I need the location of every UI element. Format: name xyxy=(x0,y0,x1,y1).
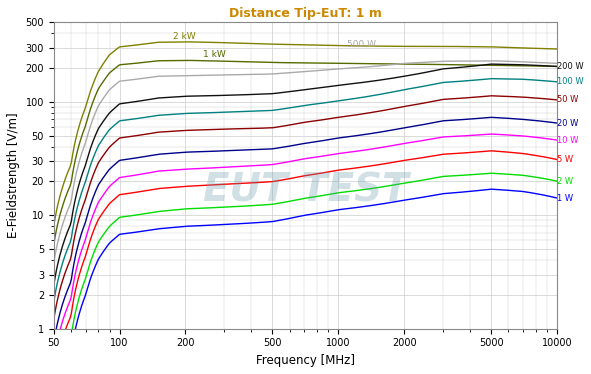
Text: 2 W: 2 W xyxy=(557,177,574,186)
Text: 1 W: 1 W xyxy=(557,193,574,202)
Text: 1 kW: 1 kW xyxy=(203,50,226,59)
Text: 100 W: 100 W xyxy=(557,77,584,86)
Text: 5 W: 5 W xyxy=(557,155,574,164)
Title: Distance Tip-EuT: 1 m: Distance Tip-EuT: 1 m xyxy=(229,7,382,20)
Text: 200 W: 200 W xyxy=(557,62,584,71)
Text: 2 kW: 2 kW xyxy=(173,32,196,41)
Text: 10 W: 10 W xyxy=(557,136,579,145)
X-axis label: Frequency [MHz]: Frequency [MHz] xyxy=(256,354,355,367)
Text: 20 W: 20 W xyxy=(557,119,579,128)
Y-axis label: E-Fieldstrength [V/m]: E-Fieldstrength [V/m] xyxy=(7,113,20,239)
Text: EUT TEST: EUT TEST xyxy=(203,172,408,210)
Text: 500 W: 500 W xyxy=(348,40,376,49)
Text: 50 W: 50 W xyxy=(557,95,579,104)
